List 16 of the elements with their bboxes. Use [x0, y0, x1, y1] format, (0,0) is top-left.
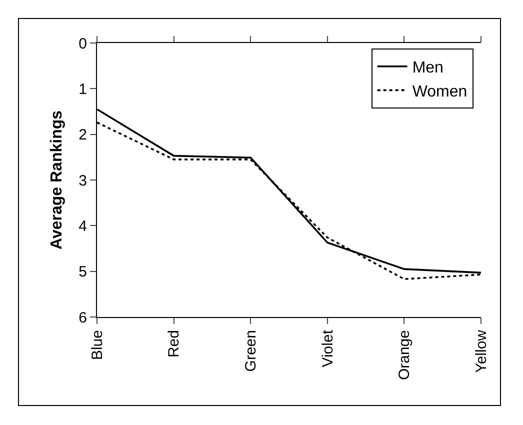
- legend-label: Men: [412, 60, 444, 77]
- x-tick-label: Yellow: [472, 330, 490, 373]
- y-tick-label: 3: [78, 172, 87, 190]
- y-tick-label: 0: [78, 35, 87, 52]
- x-tick-label: Orange: [396, 330, 414, 380]
- x-tick-label: Green: [242, 330, 260, 372]
- y-tick-label: 5: [78, 264, 87, 281]
- x-tick-label: Blue: [88, 330, 106, 360]
- legend-label: Women: [412, 83, 468, 100]
- y-axis-title: Average Rankings: [48, 110, 66, 250]
- y-tick-label: 2: [78, 126, 87, 144]
- y-tick-label: 4: [78, 218, 87, 235]
- y-tick-label: 1: [78, 80, 87, 98]
- x-tick-label: Red: [166, 330, 183, 358]
- y-tick-label: 6: [78, 309, 87, 326]
- x-tick-label: Violet: [319, 329, 336, 368]
